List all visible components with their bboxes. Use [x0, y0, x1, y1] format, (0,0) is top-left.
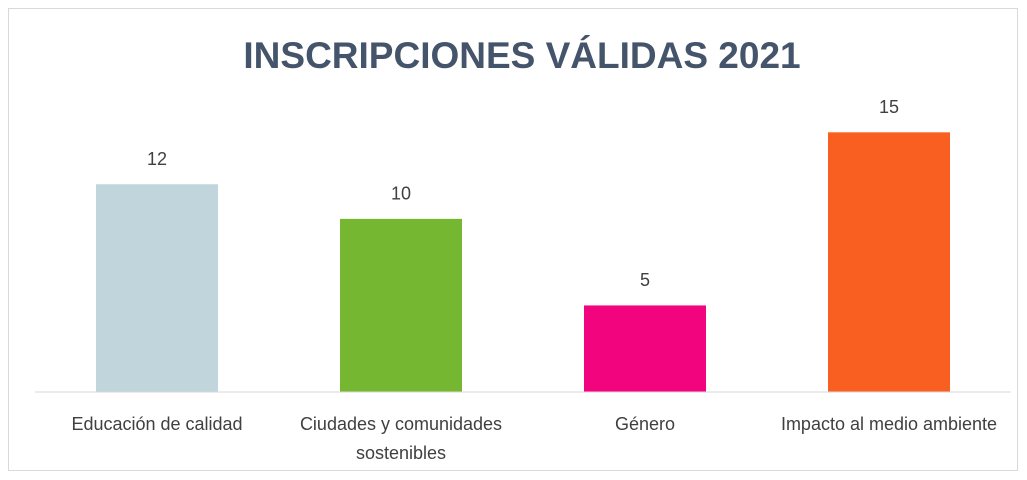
bar — [340, 218, 462, 392]
x-tick-label: Ciudades y comunidades sostenibles — [299, 414, 503, 463]
bar — [828, 132, 950, 392]
data-label: 15 — [879, 97, 899, 117]
data-label: 12 — [147, 149, 167, 169]
bar — [584, 305, 706, 392]
chart-title: INSCRIPCIONES VÁLIDAS 2021 — [243, 35, 800, 76]
data-label: 10 — [391, 184, 411, 204]
bar — [96, 184, 218, 392]
data-label: 5 — [640, 270, 650, 290]
x-tick-label: Impacto al medio ambiente — [780, 414, 998, 434]
x-tick-label: Género — [614, 414, 676, 434]
x-tick-label: Educación de calidad — [71, 414, 243, 434]
